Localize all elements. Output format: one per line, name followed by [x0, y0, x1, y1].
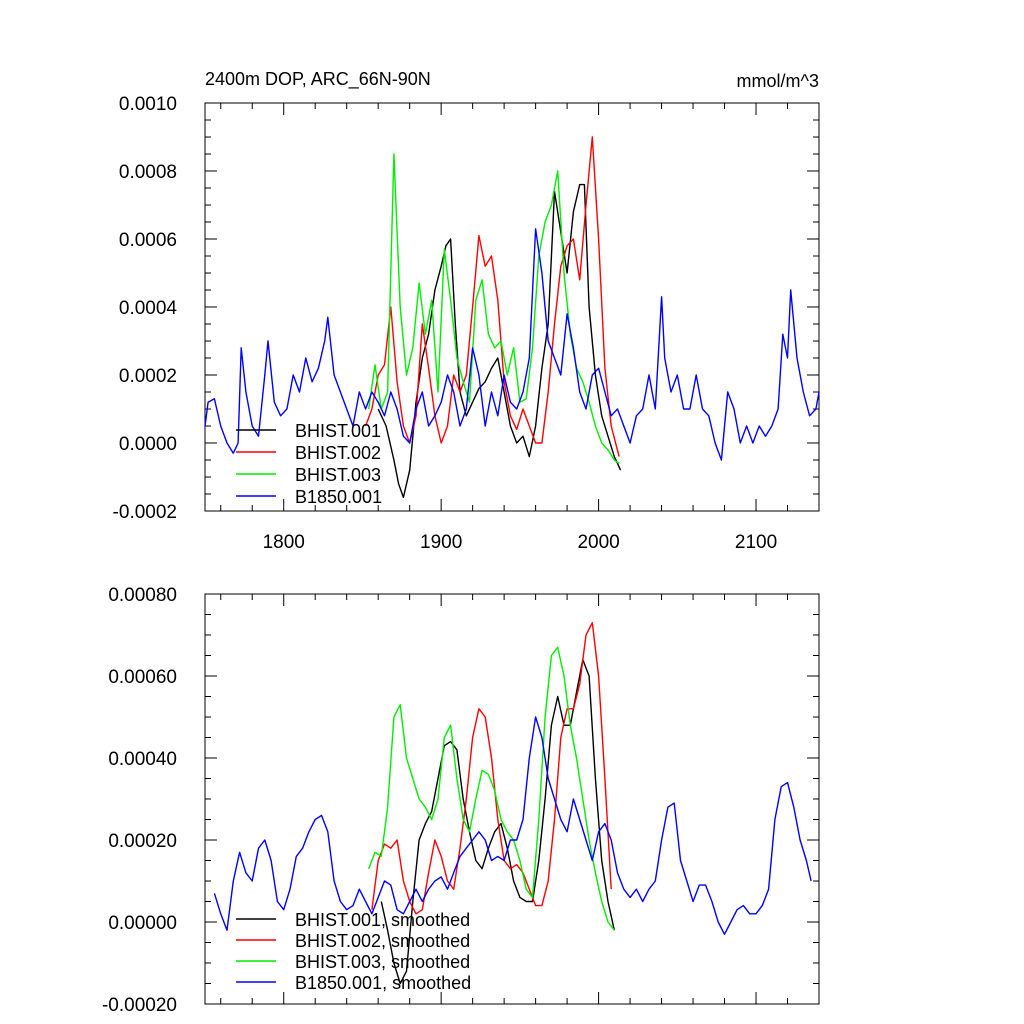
y-tick-label: 0.0008	[119, 162, 177, 183]
y-tick-label: 0.00000	[108, 913, 177, 934]
legend-label: B1850.001	[295, 487, 382, 507]
legend-label: BHIST.001	[295, 421, 381, 441]
legend-label: BHIST.003	[295, 465, 381, 485]
y-tick-label: -0.00020	[102, 995, 177, 1016]
series-line	[213, 716, 812, 935]
x-tick-label: 1800	[263, 532, 305, 553]
y-tick-label: 0.0002	[119, 366, 177, 387]
y-tick-label: 0.00060	[108, 667, 177, 688]
y-tick-label: 0.0010	[119, 94, 177, 115]
bottom-ticks: -0.00020 0.00000 0.00020 0.00040 0.00060 0.00…	[102, 585, 820, 1016]
top-panel: 2400m DOP, ARC_66N-90N mmol/m^3 -0.0002 0…	[113, 69, 820, 553]
y-tick-label: 0.00080	[108, 585, 177, 606]
top-units-label: mmol/m^3	[737, 71, 819, 91]
legend-label: BHIST.003, smoothed	[295, 952, 470, 972]
y-tick-label: 0.00020	[108, 831, 177, 852]
series-line	[371, 622, 612, 915]
legend-label: BHIST.002	[295, 443, 381, 463]
series-line	[377, 183, 622, 499]
series-line	[364, 136, 620, 457]
legend-label: BHIST.001, smoothed	[295, 910, 470, 930]
x-tick-label: 1900	[420, 532, 462, 553]
top-series-lines	[204, 136, 820, 499]
y-tick-label: 0.0000	[119, 434, 177, 455]
series-line	[204, 228, 820, 461]
legend-label: BHIST.002, smoothed	[295, 931, 470, 951]
x-tick-label: 2100	[735, 532, 777, 553]
bottom-panel: -0.00020 0.00000 0.00020 0.00040 0.00060 0.00…	[102, 585, 820, 1016]
y-tick-label: 0.0004	[119, 298, 178, 319]
y-tick-label: 0.0006	[119, 230, 177, 251]
series-line	[380, 658, 615, 985]
series-line	[368, 646, 615, 931]
bottom-series-lines	[213, 622, 812, 985]
series-line	[368, 153, 620, 464]
y-tick-label: -0.0002	[113, 502, 177, 523]
y-tick-label: 0.00040	[108, 749, 177, 770]
top-ticks: -0.0002 0.0000 0.0002 0.0004 0.0006 0.0008 0.0…	[113, 94, 820, 553]
x-tick-label: 2000	[577, 532, 619, 553]
legend-label: B1850.001, smoothed	[295, 973, 471, 993]
top-chart-title: 2400m DOP, ARC_66N-90N	[205, 69, 431, 90]
